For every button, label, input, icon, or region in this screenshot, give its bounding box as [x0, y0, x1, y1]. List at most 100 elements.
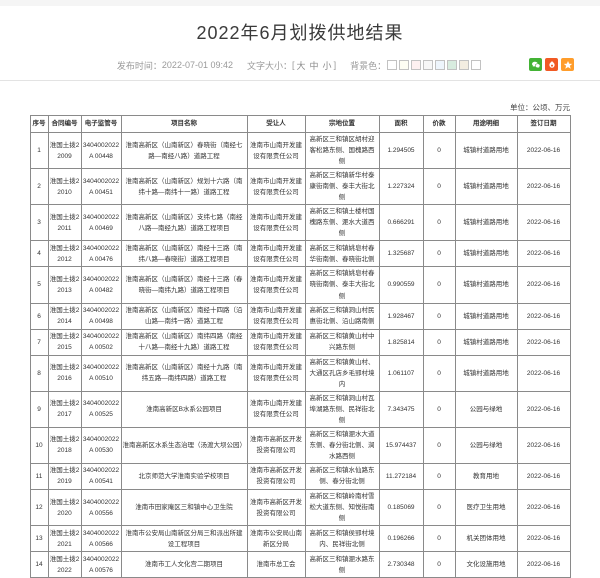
- table-cell: 2022-06-16: [516, 551, 571, 578]
- table-cell: 淮南市公安局山南新区分局: [246, 525, 306, 553]
- table-header-cell: 合同编号: [47, 115, 82, 133]
- favorite-star-icon[interactable]: [561, 58, 574, 71]
- table-head: 序号 合同编号 电子监管号 项目名称 受让人 宗地位置 面积 价款 用途明细 签订日期: [29, 115, 571, 133]
- table-cell: 公园与绿地: [454, 390, 518, 428]
- table-header-cell: 序号: [29, 115, 49, 133]
- table-cell: 高新区三和镇土楼村国槐路东侧、淝水大道西侧: [304, 204, 380, 242]
- wechat-share-icon[interactable]: [529, 58, 542, 71]
- bg-color-swatch-8[interactable]: [471, 60, 482, 70]
- font-size-option-2[interactable]: 中: [309, 60, 319, 71]
- table-cell: 2022-06-16: [516, 302, 571, 330]
- table-cell: 2022-06-16: [516, 426, 571, 464]
- table-cell: 文化设施用地: [454, 551, 518, 578]
- table-cell: 3404002022A 00469: [80, 204, 122, 242]
- table-row: 9 淮国土拨2 2017 3404002022A 00525 淮南高新区B水系公园项目…: [29, 390, 571, 428]
- table-cell: 淮国土拨2 2015: [47, 328, 82, 356]
- table-row: 5 淮国土拨2 2013 3404002022A 00482 淮南高新区（山南新区）南…: [29, 266, 571, 304]
- table-cell: 淮国土拨2 2020: [47, 488, 82, 527]
- table-cell: 淮国土拨2 2021: [47, 525, 82, 553]
- table-cell: 0: [422, 168, 456, 206]
- font-size-options: 大中小: [295, 59, 334, 72]
- table-cell: 0: [422, 426, 456, 464]
- publish-time: 发布时间： 2022-07-01 09:42: [117, 59, 233, 72]
- table-cell: 淮南市田家庵区三和镇中心卫生院: [120, 488, 248, 527]
- table-cell: 2022-06-16: [516, 328, 571, 356]
- table-row: 12 淮国土拨2 2020 3404002022A 00556 淮南市田家庵区三和镇中…: [29, 488, 571, 527]
- table-cell: 3404002022A 00482: [80, 266, 122, 304]
- table-cell: 城镇村道路用地: [454, 354, 518, 392]
- table-cell: 淮南高新区（山南新区）南经十四路（沿山路—南纬一路）道路工程: [120, 302, 248, 330]
- meta-row: 发布时间： 2022-07-01 09:42 文字大小： [ 大中小 ] 背景色…: [0, 57, 600, 73]
- font-size-option-1[interactable]: 大: [296, 60, 306, 71]
- bg-color-swatch-4[interactable]: [423, 60, 434, 70]
- table-cell: 6: [29, 302, 49, 330]
- font-size-option-3[interactable]: 小: [322, 60, 332, 71]
- table-cell: 高新区三和镇淝水大道东侧、春分街北侧、涧水路西侧: [304, 426, 380, 464]
- table-header-cell: 宗地位置: [304, 115, 380, 133]
- table-cell: 2022-06-16: [516, 204, 571, 242]
- bg-color-swatch-3[interactable]: [411, 60, 422, 70]
- bg-color-swatch-1[interactable]: [387, 60, 398, 70]
- table-cell: 淮南高新区（山南新区）南经十三路（南纬八路—春晓街）道路工程项目: [120, 240, 248, 268]
- table-cell: 3404002022A 00451: [80, 168, 122, 206]
- table-cell: 高新区三和镇岭南村雪松大道东侧、知悦街南侧: [304, 488, 380, 527]
- bg-color-swatch-2[interactable]: [399, 60, 410, 70]
- table-cell: 北京师范大学淮南实验学校项目: [120, 462, 248, 490]
- table-row: 13 淮国土拨2 2021 3404002022A 00566 淮南市公安局山南新区分…: [29, 525, 571, 553]
- table-cell: 淮南市高新区开发投资有限公司: [246, 462, 306, 490]
- table-cell: 2022-06-16: [516, 390, 571, 428]
- table-cell: 2022-06-16: [516, 168, 571, 206]
- table-cell: 0: [422, 488, 456, 527]
- table-cell: 高新区三和镇姚皂村春晓街南侧、泰丰大街北侧: [304, 266, 380, 304]
- bg-color-swatch-7[interactable]: [459, 60, 470, 70]
- table-cell: 医疗卫生用地: [454, 488, 518, 527]
- table-cell: 0.990559: [378, 266, 424, 304]
- table-cell: 5: [29, 266, 49, 304]
- table-cell: 淮南高新区（山南新区）南经十三路（春晓街—南纬九路）道路工程项目: [120, 266, 248, 304]
- table-cell: 1.227324: [378, 168, 424, 206]
- table-header-cell: 用途明细: [454, 115, 518, 133]
- table-cell: 3404002022A 00556: [80, 488, 122, 527]
- table-row: 11 淮国土拨2 2019 3404002022A 00541 北京师范大学淮南实验学…: [29, 462, 571, 490]
- table-cell: 1: [29, 131, 49, 170]
- table-cell: 高新区三和镇新华村泰康街南侧、泰丰大街北侧: [304, 168, 380, 206]
- table-cell: 0.185069: [378, 488, 424, 527]
- table-cell: 淮南市山南开发建设有限责任公司: [246, 302, 306, 330]
- weibo-share-icon[interactable]: [545, 58, 558, 71]
- table-cell: 0: [422, 354, 456, 392]
- table-row: 2 淮国土拨2 2010 3404002022A 00451 淮南高新区（山南新区）规…: [29, 168, 571, 206]
- table-cell: 淮南市山南开发建设有限责任公司: [246, 266, 306, 304]
- bg-color-swatch-5[interactable]: [435, 60, 446, 70]
- share-icons: [529, 58, 574, 71]
- font-size-control: 文字大小： [ 大中小 ]: [247, 59, 336, 72]
- font-size-label: 文字大小：: [246, 60, 292, 71]
- font-size-bracket-close: ]: [333, 60, 337, 70]
- table-row: 3 淮国土拨2 2011 3404002022A 00469 淮南高新区（山南新区）支…: [29, 204, 571, 242]
- table-cell: 3404002022A 00566: [80, 525, 122, 553]
- table-cell: 淮南高新区B水系公园项目: [120, 390, 248, 428]
- unit-note: 单位：公顷、万元: [510, 103, 570, 112]
- table-cell: 7: [29, 328, 49, 356]
- table-cell: 2022-06-16: [516, 462, 571, 490]
- table-cell: 淮国土拨2 2017: [47, 390, 82, 428]
- table-cell: 淮国土拨2 2009: [47, 131, 82, 170]
- table-cell: 淮南市公安局山南新区分局三和派出所建设工程项目: [120, 525, 248, 553]
- top-strip: [0, 0, 600, 6]
- table-cell: 淮南市高新区开发投资有限公司: [246, 488, 306, 527]
- table-cell: 1.325687: [378, 240, 424, 268]
- result-table: 序号 合同编号 电子监管号 项目名称 受让人 宗地位置 面积 价款 用途明细 签订日期 1 淮国土拨…: [29, 115, 571, 578]
- table-cell: 高新区三和镇区胡村迎客松路东侧、国槐路西侧: [304, 131, 380, 170]
- table-cell: 淮南市工人文化宫二期项目: [120, 551, 248, 578]
- table-cell: 淮南市山南开发建设有限责任公司: [246, 131, 306, 170]
- bg-color-swatch-6[interactable]: [447, 60, 458, 70]
- table-cell: 高新区三和镇黄山村、大通区孔店乡毛郢村境内: [304, 354, 380, 392]
- table-cell: 淮南高新区（山南新区）规划十六路（南纬十路—南纬十一路）道路工程: [120, 168, 248, 206]
- table-cell: 1.061107: [378, 354, 424, 392]
- table-cell: 淮南市高新区开发投资有限公司: [246, 426, 306, 464]
- table-cell: 淮国土拨2 2022: [47, 551, 82, 578]
- table-cell: 0.196266: [378, 525, 424, 553]
- table-cell: 1.928467: [378, 302, 424, 330]
- table-header-cell: 价款: [422, 115, 456, 133]
- table-cell: 3: [29, 204, 49, 242]
- table-cell: 城镇村道路用地: [454, 168, 518, 206]
